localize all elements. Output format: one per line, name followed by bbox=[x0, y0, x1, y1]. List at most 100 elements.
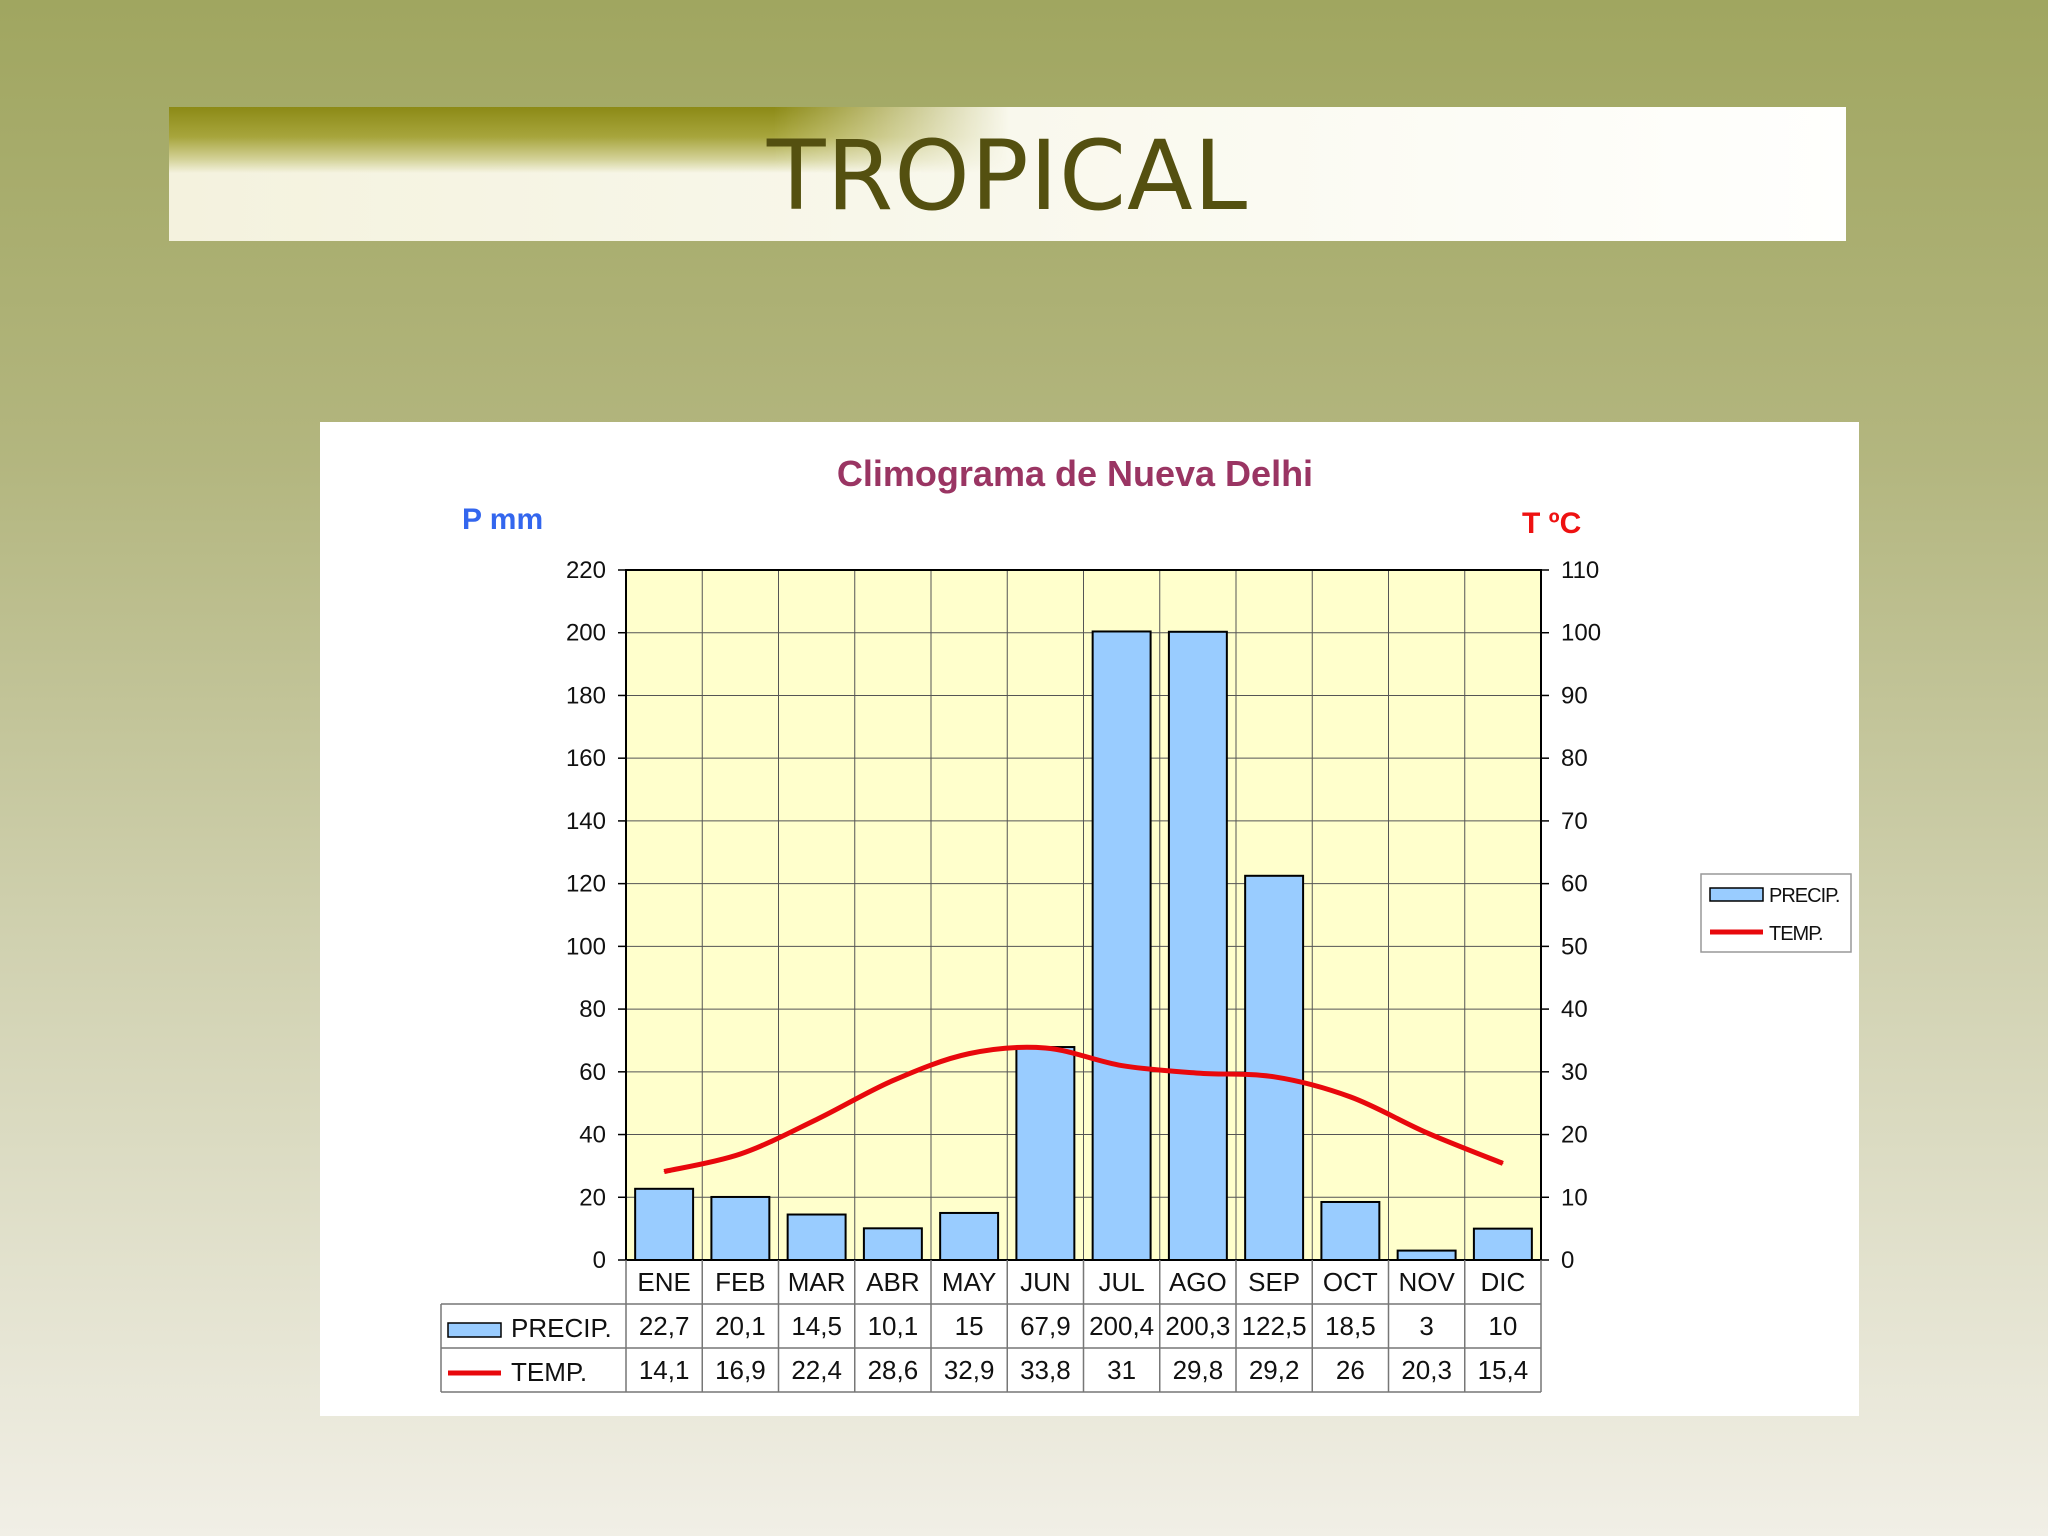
temp-value-mar: 22,4 bbox=[791, 1355, 842, 1385]
title-bar: TROPICAL bbox=[169, 107, 1846, 241]
temp-point-feb bbox=[739, 1153, 741, 1155]
left-axis-tick-label: 120 bbox=[566, 871, 606, 898]
right-axis-tick-label: 20 bbox=[1561, 1122, 1588, 1149]
category-label-oct: OCT bbox=[1323, 1267, 1378, 1297]
right-axis-tick-label: 80 bbox=[1561, 745, 1588, 772]
precip-value-nov: 3 bbox=[1419, 1311, 1433, 1341]
climate-chart: 0 20 40 60 80 100 120 140 160 180 200 220 0 10 20 30 40 5… bbox=[440, 453, 1852, 1393]
precip-value-feb: 20,1 bbox=[715, 1311, 766, 1341]
bar-precip-sep bbox=[1244, 874, 1305, 1261]
precip-value-oct: 18,5 bbox=[1325, 1311, 1376, 1341]
bar-precip-abr bbox=[862, 1227, 923, 1262]
precip-value-ene: 22,7 bbox=[639, 1311, 690, 1341]
temp-point-dic bbox=[1502, 1162, 1504, 1164]
category-label-mar: MAR bbox=[788, 1267, 846, 1297]
bar-precip-jun bbox=[1015, 1046, 1076, 1261]
bar-precip-ene bbox=[634, 1187, 695, 1262]
temp-value-ago: 29,8 bbox=[1173, 1355, 1224, 1385]
legend-label-temp: TEMP. bbox=[1769, 923, 1823, 945]
category-label-dic: DIC bbox=[1480, 1267, 1525, 1297]
precip-value-jun: 67,9 bbox=[1020, 1311, 1071, 1341]
category-label-jul: JUL bbox=[1099, 1267, 1145, 1297]
temp-value-feb: 16,9 bbox=[715, 1355, 766, 1385]
temp-point-jun bbox=[1044, 1047, 1046, 1049]
bar-precip-jul bbox=[1091, 630, 1152, 1262]
left-axis-tick-label: 200 bbox=[566, 620, 606, 647]
temp-value-dic: 15,4 bbox=[1478, 1355, 1529, 1385]
table-precip-key bbox=[447, 1322, 502, 1338]
temp-point-jul bbox=[1121, 1065, 1123, 1067]
left-axis-tick-label: 80 bbox=[579, 996, 606, 1023]
category-label-jun: JUN bbox=[1020, 1267, 1071, 1297]
left-axis-tick-label: 140 bbox=[566, 808, 606, 835]
temp-value-jun: 33,8 bbox=[1020, 1355, 1071, 1385]
table-row-label-precip: PRECIP. bbox=[511, 1313, 612, 1343]
precip-value-sep: 122,5 bbox=[1242, 1311, 1307, 1341]
precip-value-may: 15 bbox=[955, 1311, 984, 1341]
left-axis-tick-label: 160 bbox=[566, 745, 606, 772]
legend-label-precip: PRECIP. bbox=[1769, 885, 1839, 907]
legend-precip-swatch bbox=[1709, 887, 1764, 902]
right-axis-tick-label: 40 bbox=[1561, 996, 1588, 1023]
left-axis-tick-label: 40 bbox=[579, 1122, 606, 1149]
bar-precip-ago bbox=[1167, 630, 1228, 1261]
left-axis-tick-label: 180 bbox=[566, 682, 606, 709]
right-axis-tick-label: 10 bbox=[1561, 1184, 1588, 1211]
precip-value-abr: 10,1 bbox=[868, 1311, 919, 1341]
temp-point-mar bbox=[816, 1118, 818, 1120]
bar-precip-may bbox=[939, 1211, 1000, 1261]
chart-panel: 0 20 40 60 80 100 120 140 160 180 200 220 0 10 20 30 40 5… bbox=[320, 422, 1859, 1416]
temp-point-abr bbox=[892, 1080, 894, 1082]
bar-precip-mar bbox=[786, 1213, 847, 1261]
chart-title: Climograma de Nueva Delhi bbox=[837, 453, 1313, 494]
bar-precip-oct bbox=[1320, 1200, 1381, 1262]
right-axis-tick-label: 110 bbox=[1561, 557, 1599, 584]
category-label-sep: SEP bbox=[1248, 1267, 1300, 1297]
bar-precip-dic bbox=[1472, 1227, 1533, 1261]
category-label-nov: NOV bbox=[1398, 1267, 1455, 1297]
left-axis-tick-label: 60 bbox=[579, 1059, 606, 1086]
category-label-abr: ABR bbox=[866, 1267, 919, 1297]
temp-value-jul: 31 bbox=[1107, 1355, 1136, 1385]
left-axis-tick-label: 20 bbox=[579, 1184, 606, 1211]
precip-value-ago: 200,3 bbox=[1165, 1311, 1230, 1341]
right-axis-tick-label: 50 bbox=[1561, 933, 1588, 960]
left-axis-title: P mm bbox=[462, 503, 543, 536]
temp-value-ene: 14,1 bbox=[639, 1355, 690, 1385]
temp-value-nov: 20,3 bbox=[1401, 1355, 1452, 1385]
legend: PRECIP. TEMP. bbox=[1700, 873, 1852, 953]
temp-point-ago bbox=[1197, 1072, 1199, 1074]
temp-value-abr: 28,6 bbox=[868, 1355, 919, 1385]
category-label-feb: FEB bbox=[715, 1267, 766, 1297]
legend-box bbox=[1700, 873, 1852, 953]
temp-line bbox=[663, 1044, 1504, 1174]
title-accent-band bbox=[169, 107, 1009, 173]
temp-point-ene bbox=[663, 1171, 665, 1173]
left-axis-tick-label: 100 bbox=[566, 933, 606, 960]
precip-value-jul: 200,4 bbox=[1089, 1311, 1154, 1341]
bar-precip-feb bbox=[710, 1195, 771, 1262]
temp-value-may: 32,9 bbox=[944, 1355, 995, 1385]
right-axis-tick-label: 70 bbox=[1561, 808, 1588, 835]
right-axis-tick-label: 90 bbox=[1561, 682, 1588, 709]
temp-value-sep: 29,2 bbox=[1249, 1355, 1300, 1385]
temp-point-oct bbox=[1349, 1096, 1351, 1098]
slide-title: TROPICAL bbox=[766, 120, 1249, 232]
right-axis-tick-label: 60 bbox=[1561, 871, 1588, 898]
category-label-ene: ENE bbox=[637, 1267, 690, 1297]
precip-value-dic: 10 bbox=[1488, 1311, 1517, 1341]
right-axis-tick-label: 100 bbox=[1561, 620, 1601, 647]
right-axis-tick-label: 0 bbox=[1561, 1247, 1574, 1274]
temp-value-oct: 26 bbox=[1336, 1355, 1365, 1385]
category-label-ago: AGO bbox=[1169, 1267, 1227, 1297]
left-axis-tick-label: 220 bbox=[566, 557, 606, 584]
temp-point-nov bbox=[1426, 1132, 1428, 1134]
category-label-may: MAY bbox=[942, 1267, 996, 1297]
precip-value-mar: 14,5 bbox=[791, 1311, 842, 1341]
table-row-label-temp: TEMP. bbox=[511, 1357, 587, 1387]
temp-point-may bbox=[968, 1053, 970, 1055]
right-axis-title: T ºC bbox=[1522, 507, 1581, 540]
bar-precip-nov bbox=[1396, 1249, 1457, 1261]
left-axis-tick-label: 0 bbox=[593, 1247, 606, 1274]
temp-point-sep bbox=[1273, 1076, 1275, 1078]
